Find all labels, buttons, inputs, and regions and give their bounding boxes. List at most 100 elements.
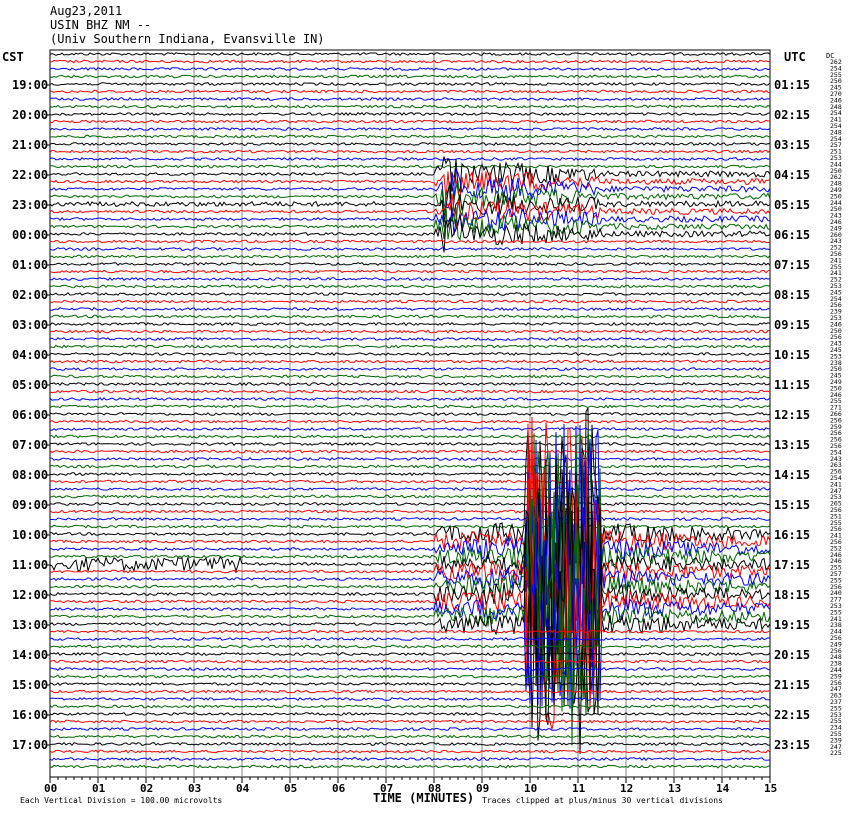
trace-line: [49, 486, 771, 715]
dc-offset-value: 260: [830, 231, 842, 239]
trace-line: [49, 396, 771, 401]
trace-line: [49, 456, 770, 461]
dc-offset-value: 254: [830, 448, 842, 456]
dc-offset-value: 253: [830, 282, 842, 290]
dc-offset-value: 255: [830, 263, 842, 271]
trace-line: [49, 389, 771, 394]
trace-line: [49, 344, 771, 349]
trace-line: [49, 292, 771, 297]
x-tick-label: 10: [524, 782, 537, 795]
dc-offset-value: 255: [830, 397, 842, 405]
dc-offset-value: 253: [830, 602, 842, 610]
dc-offset-value: 250: [830, 77, 842, 85]
x-tick-label: 08: [428, 782, 441, 795]
dc-offset-value: 250: [830, 192, 842, 200]
trace-line: [49, 276, 771, 281]
utc-hour-label: 14:15: [774, 468, 810, 482]
cst-hour-label: 02:00: [12, 288, 48, 302]
trace-line: [49, 67, 771, 71]
trace-line: [49, 712, 770, 717]
trace-line: [49, 111, 771, 116]
dc-offset-value: 256: [830, 506, 842, 514]
dc-offset-value: 256: [830, 525, 842, 533]
dc-offset-value: 255: [830, 71, 842, 79]
utc-hour-label: 02:15: [774, 108, 810, 122]
trace-line: [49, 447, 771, 687]
dc-offset-value: 247: [830, 487, 842, 495]
footer-clip-note: Traces clipped at plus/minus 30 vertical…: [482, 796, 723, 805]
trace-line: [49, 689, 771, 694]
dc-offset-value: 256: [830, 301, 842, 309]
trace-line: [49, 207, 771, 242]
trace-line: [49, 184, 771, 223]
trace-line: [49, 254, 771, 259]
trace-line: [49, 719, 771, 724]
trace-line: [49, 696, 771, 701]
utc-hour-label: 21:15: [774, 678, 810, 692]
cst-hour-label: 03:00: [12, 318, 48, 332]
trace-line: [49, 726, 771, 732]
cst-hour-label: 15:00: [12, 678, 48, 692]
dc-offset-value: 247: [830, 685, 842, 693]
dc-offset-value: 257: [830, 141, 842, 149]
utc-hour-label: 12:15: [774, 408, 810, 422]
dc-offset-value: 246: [830, 551, 842, 559]
dc-offset-value: 250: [830, 365, 842, 373]
dc-offset-value: 243: [830, 455, 842, 463]
footer-division-note: Each Vertical Division = 100.00 microvol…: [20, 796, 222, 805]
trace-line: [49, 637, 771, 642]
dc-offset-value: 254: [830, 109, 842, 117]
dc-offset-value: 246: [830, 557, 842, 565]
utc-hour-label: 17:15: [774, 558, 810, 572]
dc-offset-value: 256: [830, 538, 842, 546]
trace-line: [49, 167, 771, 209]
dc-offset-value: 245: [830, 346, 842, 354]
dc-offset-value: 250: [830, 327, 842, 335]
dc-offset-value: 254: [830, 122, 842, 130]
dc-offset-value: 248: [830, 653, 842, 661]
cst-hour-label: 10:00: [12, 528, 48, 542]
location-label: (Univ Southern Indiana, Evansville IN): [50, 32, 325, 46]
utc-hour-label: 04:15: [774, 168, 810, 182]
trace-line: [49, 374, 771, 379]
dc-offset-value: 263: [830, 692, 842, 700]
cst-hour-label: 09:00: [12, 498, 48, 512]
cst-hour-label: 01:00: [12, 258, 48, 272]
axis-labels: 19:00 20:00 21:00 22:00 23:00 00:00 01:00 02:00…: [12, 58, 842, 795]
dc-offset-value: 241: [830, 269, 842, 277]
trace-line: [49, 381, 771, 387]
trace-line: [50, 472, 771, 730]
x-tick-label: 13: [668, 782, 681, 795]
trace-line: [49, 89, 771, 94]
trace-line: [49, 445, 771, 702]
trace-line: [49, 193, 771, 231]
trace-line: [49, 329, 771, 334]
trace-line: [49, 524, 771, 529]
dc-offset-value: 248: [830, 180, 842, 188]
cst-hour-label: 17:00: [12, 738, 48, 752]
x-tick-label: 09: [476, 782, 489, 795]
dc-offset-value: 241: [830, 532, 842, 540]
dc-offset-value: 246: [830, 391, 842, 399]
cst-hour-label: 11:00: [12, 558, 48, 572]
dc-offset-value: 256: [830, 647, 842, 655]
utc-hour-label: 20:15: [774, 648, 810, 662]
utc-hour-label: 07:15: [774, 258, 810, 272]
dc-offset-value: 237: [830, 698, 842, 706]
trace-line: [49, 141, 771, 146]
dc-offset-value: 256: [830, 429, 842, 437]
x-tick-label: 15: [764, 782, 777, 795]
dc-offset-value: 255: [830, 519, 842, 527]
dc-offset-value: 245: [830, 288, 842, 296]
trace-line: [49, 104, 771, 109]
dc-offset-value: 241: [830, 116, 842, 124]
dc-offset-value: 249: [830, 224, 842, 232]
dc-offset-value: 247: [830, 743, 842, 751]
dc-offset-value: 253: [830, 352, 842, 360]
cst-hour-label: 05:00: [12, 378, 48, 392]
trace-line: [49, 322, 771, 327]
utc-hour-label: 08:15: [774, 288, 810, 302]
trace-line: [49, 741, 770, 747]
dc-offset-value: 255: [830, 730, 842, 738]
trace-line: [49, 756, 771, 762]
